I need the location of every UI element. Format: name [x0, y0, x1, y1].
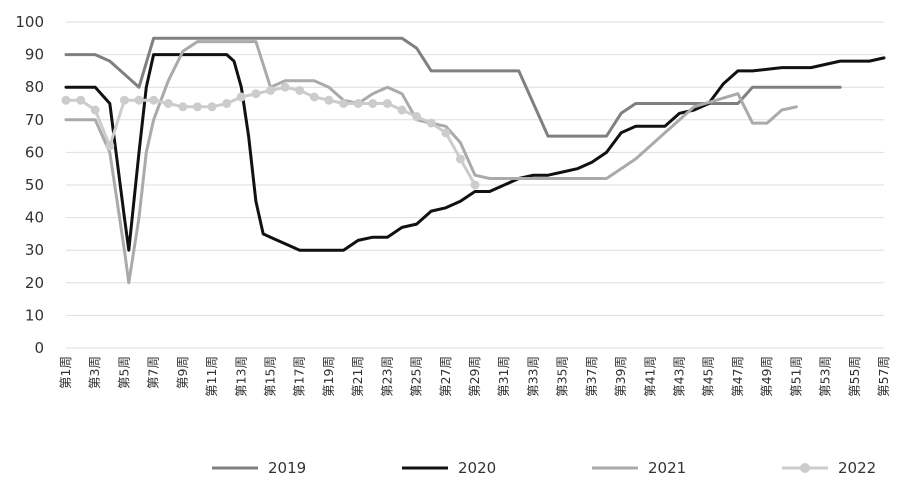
data-point: [251, 89, 261, 99]
x-tick-label: 第33周: [525, 356, 540, 397]
x-tick-label: 第11周: [204, 356, 219, 397]
y-tick-label: 30: [25, 241, 44, 259]
series-line-2019: [64, 36, 842, 138]
data-point: [119, 95, 129, 105]
data-point: [61, 95, 71, 105]
legend-marker: [800, 463, 810, 473]
data-point: [134, 95, 144, 105]
x-tick-label: 第49周: [759, 356, 774, 397]
x-tick-label: 第51周: [788, 356, 803, 397]
x-tick-label: 第43周: [672, 356, 687, 397]
y-tick-label: 50: [25, 176, 44, 194]
series-2019: [64, 36, 842, 138]
data-point: [280, 82, 290, 92]
x-tick-label: 第17周: [292, 356, 307, 397]
x-tick-label: 第3周: [87, 356, 102, 389]
data-point: [192, 102, 202, 112]
series-line-2021: [64, 40, 798, 285]
x-tick-label: 第25周: [409, 356, 424, 397]
data-point: [266, 85, 275, 95]
y-tick-label: 40: [25, 209, 44, 227]
legend-item-2019: 2019: [212, 459, 306, 477]
data-point: [105, 141, 115, 151]
data-point: [382, 99, 392, 108]
y-tick-label: 20: [25, 274, 44, 292]
legend-label: 2019: [268, 459, 306, 477]
series-2022: [61, 82, 480, 190]
x-tick-label: 第5周: [116, 356, 131, 389]
data-point: [470, 180, 480, 190]
data-point: [76, 95, 86, 105]
data-point: [90, 105, 100, 115]
series-line-2020: [64, 53, 886, 252]
data-point: [353, 99, 363, 108]
data-point: [309, 92, 319, 102]
x-tick-label: 第39周: [613, 356, 628, 397]
data-point: [295, 85, 305, 95]
x-tick-label: 第9周: [175, 356, 190, 389]
series-2020: [64, 53, 886, 252]
x-tick-label: 第15周: [263, 356, 278, 397]
x-axis: 第1周 第3周 第5周 第7周 第9周 第11周 第13周 第15周 第17周 第19周 第21周第…: [58, 356, 891, 397]
plot-area: [61, 36, 886, 285]
x-tick-label: 第19周: [321, 356, 336, 397]
data-point: [455, 154, 465, 164]
x-tick-label: 第47周: [730, 356, 745, 397]
x-tick-label: 第53周: [818, 356, 833, 397]
x-tick-label: 第29周: [467, 356, 482, 397]
data-point: [426, 118, 436, 128]
data-point: [207, 102, 217, 112]
x-tick-label: 第55周: [847, 356, 862, 397]
data-point: [178, 102, 188, 112]
y-tick-label: 70: [25, 111, 44, 129]
data-point: [236, 92, 246, 102]
series-2021: [64, 40, 798, 285]
legend-item-2020: 2020: [402, 459, 496, 477]
x-tick-label: 第7周: [146, 356, 161, 389]
y-tick-label: 100: [15, 13, 44, 31]
x-tick-label: 第57周: [876, 356, 891, 397]
data-point: [397, 105, 407, 115]
x-tick-label: 第31周: [496, 356, 511, 397]
y-tick-label: 0: [34, 339, 44, 357]
y-axis: 0 10 20 30 40 50 60 70 80 90 100: [15, 13, 44, 357]
y-tick-label: 60: [25, 143, 44, 161]
x-tick-label: 第1周: [58, 356, 73, 389]
x-tick-label: 第27周: [438, 356, 453, 397]
x-tick-label: 第35周: [555, 356, 570, 397]
legend-label: 2022: [838, 459, 876, 477]
data-point: [222, 99, 232, 108]
legend-label: 2020: [458, 459, 496, 477]
legend: 2019 2020 2021 2022: [212, 459, 876, 477]
data-point: [324, 95, 334, 105]
x-tick-label: 第37周: [584, 356, 599, 397]
x-tick-label: 第21周: [350, 356, 365, 397]
data-point: [368, 99, 378, 108]
data-point: [412, 112, 422, 122]
x-tick-label: 第23周: [379, 356, 394, 397]
data-point: [339, 99, 349, 108]
legend-label: 2021: [648, 459, 686, 477]
x-tick-label: 第41周: [642, 356, 657, 397]
data-point: [163, 99, 173, 108]
y-tick-label: 90: [25, 46, 44, 64]
y-tick-label: 80: [25, 78, 44, 96]
x-tick-label: 第13周: [233, 356, 248, 397]
y-tick-label: 10: [25, 306, 44, 324]
data-point: [149, 95, 159, 105]
legend-item-2021: 2021: [592, 459, 686, 477]
data-point: [441, 128, 451, 138]
x-tick-label: 第45周: [701, 356, 716, 397]
legend-item-2022: 2022: [782, 459, 876, 477]
